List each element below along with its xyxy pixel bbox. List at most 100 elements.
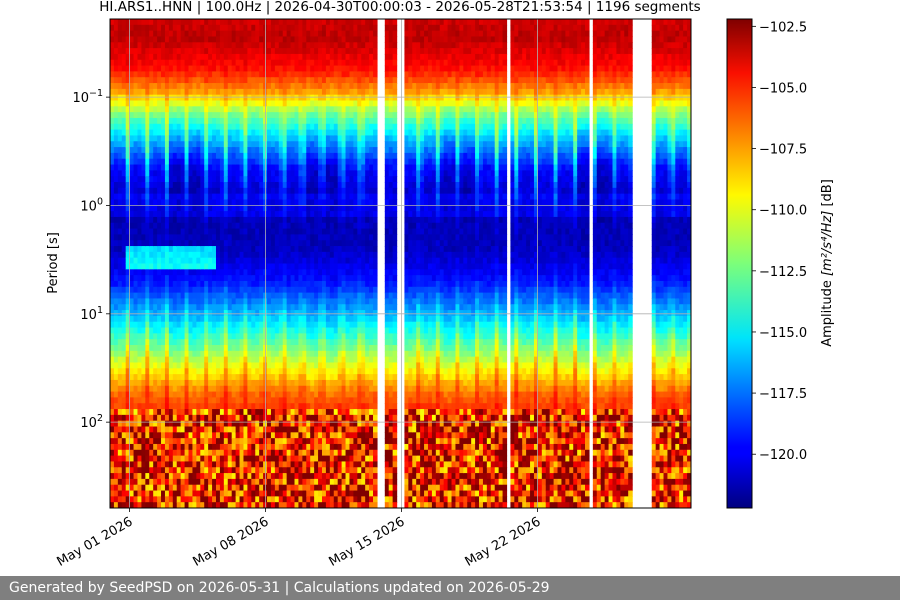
heatmap-cell <box>267 36 272 43</box>
heatmap-cell <box>184 339 190 346</box>
heatmap-cell <box>243 88 248 96</box>
heatmap-cell <box>192 240 197 247</box>
heatmap-cell <box>333 135 339 142</box>
heatmap-cell <box>129 414 135 422</box>
heatmap-cell <box>321 502 327 508</box>
heatmap-cell <box>133 88 139 96</box>
heatmap-cell <box>161 391 166 398</box>
heatmap-cell <box>164 280 170 288</box>
heatmap-cell <box>274 263 280 270</box>
heatmap-cell <box>215 286 221 294</box>
heatmap-cell <box>298 112 303 119</box>
heatmap-cell <box>290 356 296 364</box>
heatmap-cell <box>141 193 146 201</box>
heatmap-cell <box>274 327 280 334</box>
heatmap-cell <box>223 292 229 300</box>
heatmap-cell <box>149 403 154 410</box>
heatmap-cell <box>270 379 276 387</box>
heatmap-cell <box>145 490 150 497</box>
heatmap-cell <box>161 327 166 334</box>
heatmap-cell <box>314 502 319 508</box>
heatmap-cell <box>298 321 303 329</box>
heatmap-cell <box>314 164 319 171</box>
heatmap-cell <box>243 414 248 422</box>
heatmap-cell <box>251 106 256 113</box>
heatmap-cell <box>172 490 178 497</box>
heatmap-cell <box>180 251 186 259</box>
heatmap-cell <box>325 240 331 247</box>
heatmap-cell <box>110 350 115 358</box>
heatmap-cell <box>172 53 178 61</box>
heatmap-cell <box>310 216 315 224</box>
heatmap-cell <box>286 158 292 166</box>
heatmap-cell <box>310 222 315 230</box>
heatmap-cell <box>212 321 217 329</box>
heatmap-cell <box>247 152 252 160</box>
heatmap-cell <box>172 356 178 364</box>
heatmap-cell <box>278 304 284 311</box>
heatmap-cell <box>164 164 170 171</box>
heatmap-cell <box>223 216 229 224</box>
heatmap-cell <box>153 251 158 259</box>
heatmap-cell <box>212 315 217 323</box>
heatmap-cell <box>333 292 339 300</box>
heatmap-cell <box>235 286 241 294</box>
heatmap-cell <box>333 59 339 67</box>
heatmap-cell <box>110 269 115 276</box>
heatmap-cell <box>145 455 150 463</box>
heatmap-cell <box>215 135 221 142</box>
heatmap-cell <box>125 117 131 125</box>
heatmap-cell <box>117 53 123 61</box>
heatmap-cell <box>321 263 327 270</box>
heatmap-cell <box>212 478 217 486</box>
heatmap-cell <box>294 286 300 294</box>
heatmap-cell <box>168 170 174 177</box>
heatmap-cell <box>168 438 174 445</box>
heatmap-cell <box>282 420 288 428</box>
heatmap-cell <box>298 135 303 142</box>
heatmap-cell <box>200 83 205 90</box>
heatmap-cell <box>231 484 237 492</box>
heatmap-cell <box>231 432 237 439</box>
heatmap-cell <box>153 310 158 317</box>
heatmap-cell <box>172 187 178 195</box>
heatmap-cell <box>231 205 237 212</box>
heatmap-cell <box>212 286 217 294</box>
heatmap-cell <box>329 275 335 282</box>
heatmap-cell <box>251 304 256 311</box>
heatmap-cell <box>310 77 315 84</box>
heatmap-cell <box>310 420 315 428</box>
heatmap-cell <box>188 414 194 422</box>
heatmap-cell <box>129 350 135 358</box>
heatmap-cell <box>259 455 264 463</box>
heatmap-cell <box>149 315 154 323</box>
heatmap-cell <box>235 100 241 107</box>
heatmap-cell <box>270 100 276 107</box>
heatmap-cell <box>212 362 217 369</box>
heatmap-cell <box>223 222 229 230</box>
heatmap-cell <box>227 53 233 61</box>
heatmap-cell <box>278 438 284 445</box>
heatmap-cell <box>318 199 323 206</box>
heatmap-cell <box>318 321 323 329</box>
heatmap-cell <box>133 71 139 78</box>
heatmap-cell <box>321 117 327 125</box>
heatmap-cell <box>333 333 339 340</box>
heatmap-cell <box>145 484 150 492</box>
heatmap-cell <box>200 478 205 486</box>
heatmap-cell <box>133 443 139 451</box>
heatmap-cell <box>239 199 245 206</box>
heatmap-cell <box>184 228 190 235</box>
heatmap-cell <box>184 182 190 189</box>
heatmap-column <box>204 19 209 508</box>
heatmap-cell <box>188 36 194 43</box>
heatmap-cell <box>117 222 123 230</box>
heatmap-cell <box>282 42 288 49</box>
heatmap-cell <box>161 48 166 55</box>
heatmap-cell <box>219 193 225 201</box>
heatmap-cell <box>176 414 182 422</box>
heatmap-cell <box>274 321 280 329</box>
heatmap-cell <box>133 251 139 259</box>
heatmap-cell <box>321 77 327 84</box>
heatmap-cell <box>125 455 131 463</box>
